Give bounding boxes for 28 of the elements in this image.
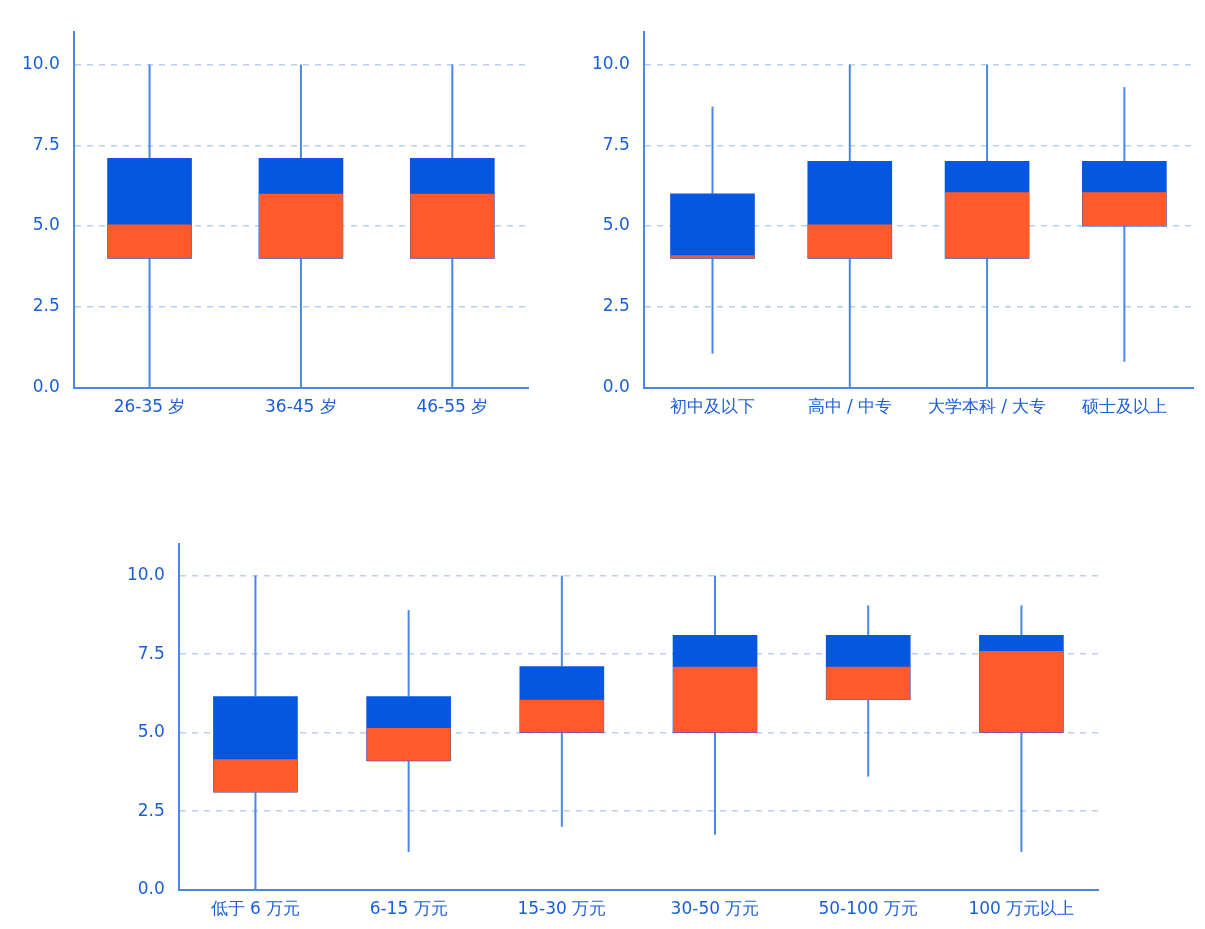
y-tick-label: 0.0 [137,878,165,899]
y-tick-label: 5.0 [137,721,165,742]
y-tick-label: 10.0 [126,564,165,585]
y-tick-label: 2.5 [602,295,630,316]
x-tick-label: 6-15 万元 [369,898,448,919]
x-tick-label: 100 万元以上 [968,898,1075,919]
y-tick-label: 10.0 [591,52,630,73]
x-tick-label: 36-45 岁 [265,396,337,417]
x-tick-label: 15-30 万元 [517,898,607,919]
x-tick-label: 初中及以下 [670,396,755,417]
y-tick-label: 2.5 [137,799,165,820]
x-tick-label: 低于 6 万元 [210,898,301,919]
x-tick-label: 50-100 万元 [818,898,919,919]
y-tick-label: 5.0 [602,214,630,235]
x-tick-label: 高中 / 中专 [807,396,893,417]
y-tick-label: 7.5 [602,133,630,154]
y-tick-label: 5.0 [32,214,60,235]
x-tick-label: 硕士及以上 [1080,396,1167,417]
y-tick-label: 7.5 [137,642,165,663]
y-tick-label: 10.0 [21,52,60,73]
y-tick-label: 7.5 [32,133,60,154]
y-tick-label: 0.0 [32,376,60,397]
x-tick-label: 46-55 岁 [416,396,489,417]
x-tick-label: 30-50 万元 [670,898,760,919]
x-tick-label: 大学本科 / 大专 [927,396,1047,417]
x-tick-label: 26-35 岁 [113,396,186,417]
y-tick-label: 0.0 [602,376,630,397]
y-tick-label: 2.5 [32,295,60,316]
